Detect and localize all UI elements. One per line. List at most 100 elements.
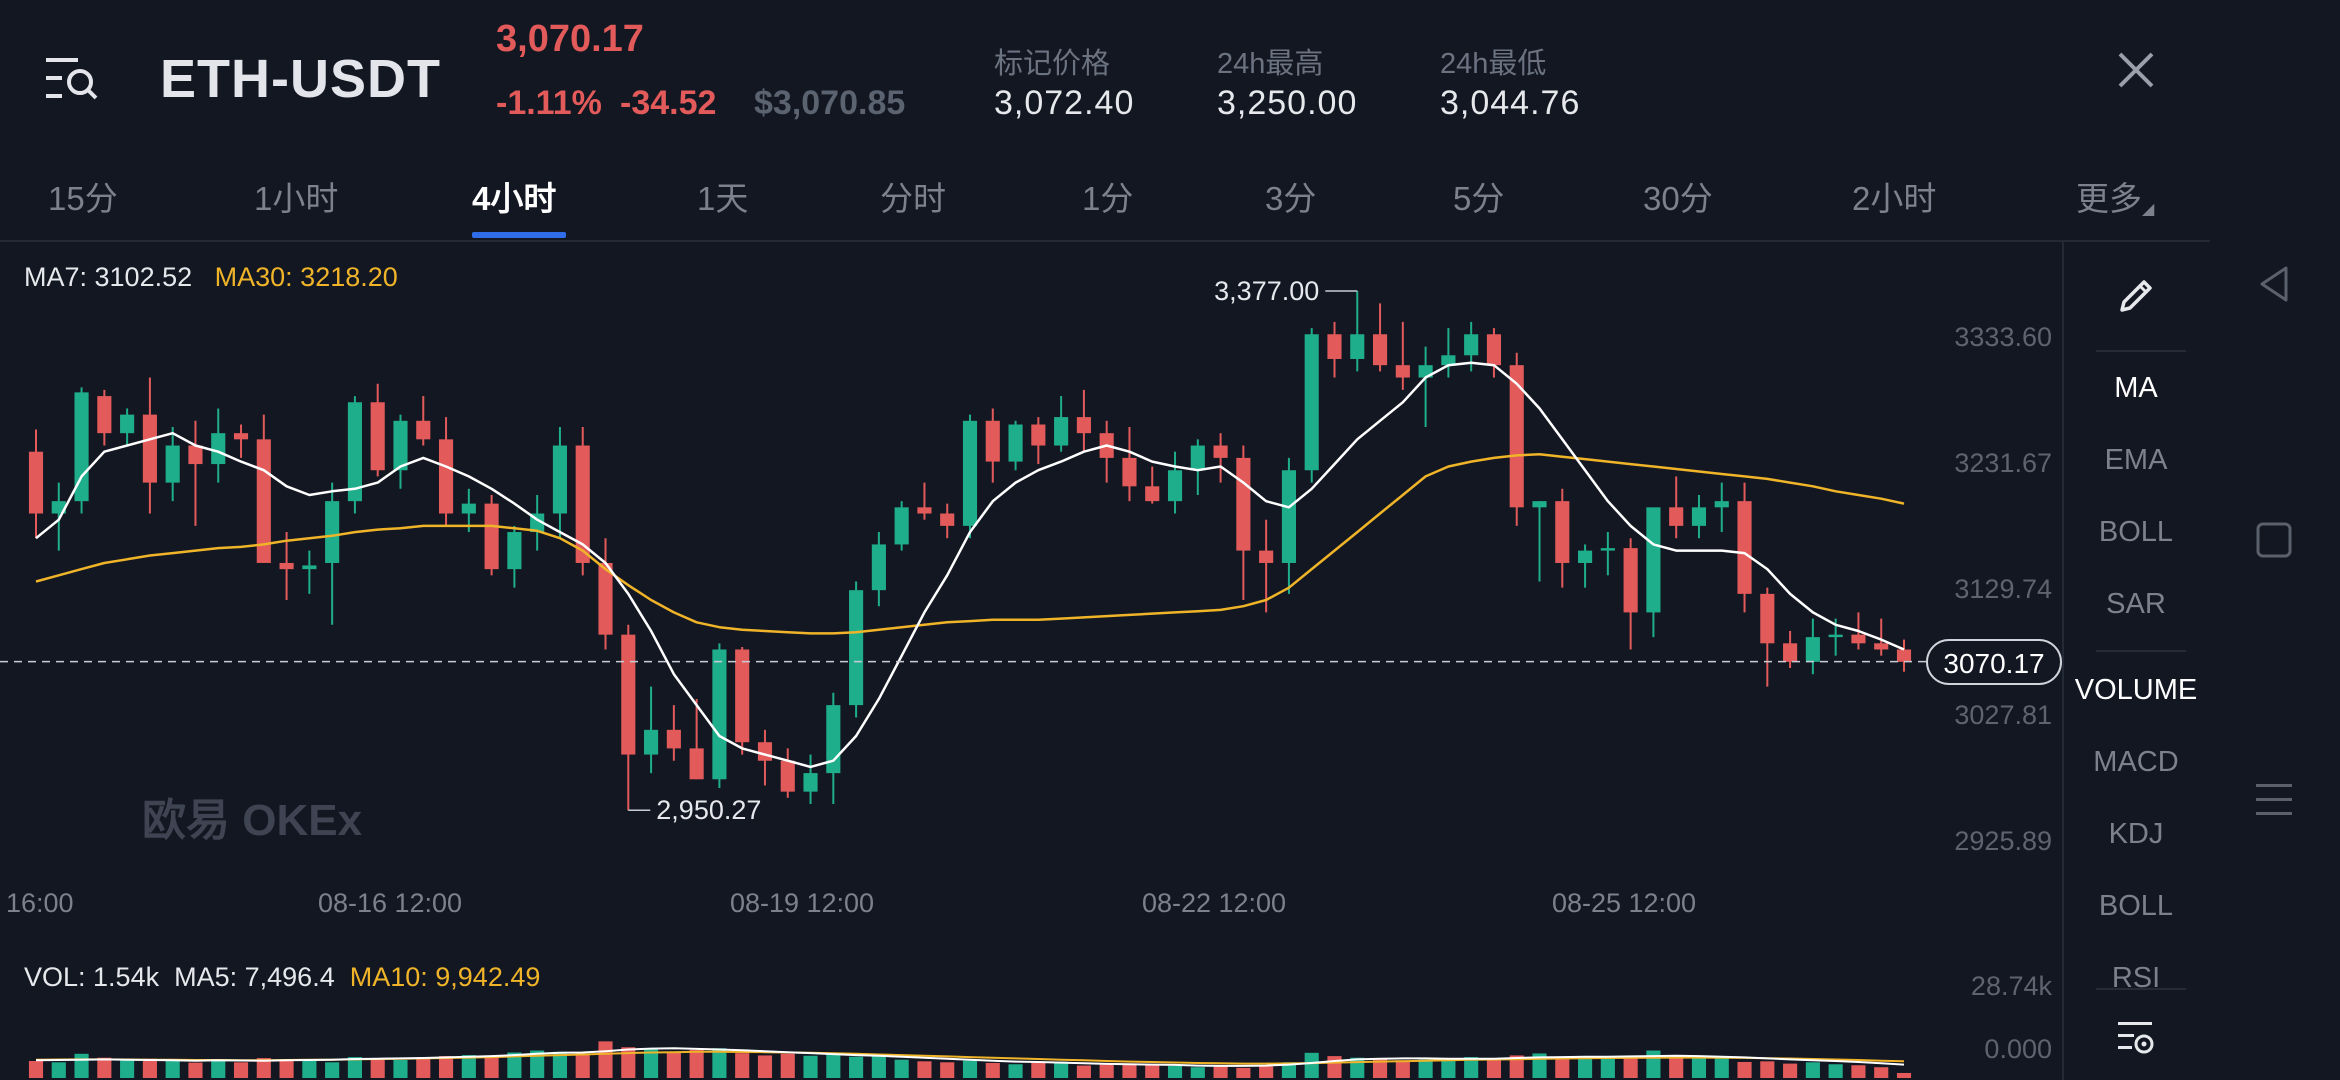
volume-bar (1623, 1058, 1638, 1078)
volume-bar (826, 1054, 841, 1078)
volume-bar (1486, 1059, 1502, 1078)
volume-bar (279, 1060, 294, 1078)
indicator-boll-main[interactable]: BOLL (2098, 516, 2174, 548)
panel-separator (2096, 988, 2186, 990)
volume-bar (803, 1055, 818, 1078)
low-price-label: 2,950.27 (656, 795, 761, 825)
volume-bar (347, 1057, 362, 1078)
tab-more[interactable]: 更多◢ (2076, 172, 2154, 220)
indicator-settings-icon[interactable] (2114, 1014, 2158, 1058)
tabs-divider (0, 240, 2210, 242)
candle-body (393, 420, 408, 471)
tab-5min[interactable]: 5分 (1453, 180, 1505, 217)
indicator-sar[interactable]: SAR (2106, 588, 2166, 620)
volume-bar (849, 1056, 864, 1078)
volume-bar (1783, 1063, 1798, 1078)
last-price: 3,070.17 (496, 18, 644, 60)
candlestick-chart[interactable]: 3333.60 3231.67 3129.74 3027.81 2925.89 3,377… (0, 242, 2062, 1080)
candle-body (279, 562, 294, 570)
candle-body (416, 420, 431, 440)
tab-3min[interactable]: 3分 (1265, 180, 1317, 217)
candle-body (1805, 637, 1820, 662)
x-axis-tick-label: 08-25 12:00 (1552, 888, 1696, 918)
volume-bar (302, 1060, 317, 1078)
tab-30min[interactable]: 30分 (1643, 180, 1713, 217)
volume-bar (416, 1058, 431, 1078)
hamburger-icon[interactable] (2252, 778, 2296, 822)
volume-bar (1509, 1055, 1524, 1078)
volume-bar (1669, 1056, 1684, 1078)
current-price-tag: 3070.17 (1926, 638, 2062, 685)
candle-body (1350, 334, 1365, 359)
volume-bar (1213, 1066, 1228, 1078)
volume-bar (1874, 1067, 1889, 1078)
candle-body (1213, 445, 1228, 458)
volume-bar (1190, 1067, 1205, 1078)
volume-bar (370, 1059, 385, 1078)
indicator-panel-divider (2062, 242, 2064, 1080)
volume-bar (120, 1060, 135, 1078)
tab-1min[interactable]: 1分 (1082, 180, 1134, 217)
candle-body (598, 562, 613, 635)
panel-separator (2096, 650, 2186, 652)
tab-1day[interactable]: 1天 (697, 180, 749, 217)
candle-body (871, 544, 886, 591)
candle-body (735, 649, 750, 743)
indicator-ema[interactable]: EMA (2104, 444, 2168, 476)
candle-body (1327, 334, 1342, 359)
volume-tick-label: 0.000 (1984, 1034, 2052, 1064)
candle-body (165, 445, 180, 483)
volume-bar (1167, 1065, 1183, 1078)
indicator-boll-sub[interactable]: BOLL (2098, 890, 2174, 922)
indicator-volume[interactable]: VOLUME (2074, 674, 2198, 706)
change-percent: -1.11% (496, 84, 602, 122)
tab-more-label: 更多 (2076, 180, 2142, 217)
candle-body (1578, 550, 1593, 563)
volume-bar (1464, 1057, 1479, 1078)
tab-15min[interactable]: 15分 (48, 180, 118, 217)
volume-bar (211, 1060, 226, 1078)
volume-bar (97, 1057, 112, 1078)
volume-bar (461, 1055, 476, 1078)
menu-search-icon[interactable] (44, 50, 100, 106)
volume-bar (1236, 1067, 1251, 1078)
ma7-legend: MA7: 3102.52 (24, 262, 193, 292)
volume-bar (1578, 1059, 1593, 1078)
dropdown-triangle-icon: ◢ (2142, 201, 2155, 218)
pencil-icon[interactable] (2114, 274, 2158, 318)
candle-body (1896, 649, 1912, 662)
volume-bar (940, 1062, 955, 1078)
tab-1hour[interactable]: 1小时 (254, 180, 339, 217)
volume-bar (1737, 1061, 1752, 1078)
volume-bar (894, 1059, 909, 1078)
tab-timeshare[interactable]: 分时 (880, 180, 946, 217)
volume-bar (1031, 1062, 1046, 1078)
triangle-back-icon[interactable] (2252, 262, 2296, 306)
volume-bar (1760, 1061, 1775, 1078)
tab-2hour[interactable]: 2小时 (1852, 180, 1937, 217)
active-tab-indicator (472, 232, 566, 238)
volume-bar (1008, 1064, 1023, 1078)
indicator-kdj[interactable]: KDJ (2108, 818, 2164, 850)
candle-body (1714, 501, 1729, 508)
indicator-macd[interactable]: MACD (2093, 746, 2179, 778)
volume-bar (1350, 1057, 1365, 1078)
indicator-rsi[interactable]: RSI (2111, 962, 2161, 988)
candle-body (917, 507, 932, 514)
volume-bar (712, 1048, 727, 1078)
volume-bar (1691, 1058, 1707, 1078)
square-home-icon[interactable] (2252, 518, 2296, 562)
ma30-line (35, 452, 1905, 635)
candle-body (1441, 355, 1456, 366)
volume-bar (233, 1062, 249, 1078)
candle-body (985, 420, 1000, 462)
candle-body (1122, 457, 1137, 487)
candle-body (940, 513, 955, 526)
volume-bar (1646, 1050, 1661, 1078)
candle-body (484, 503, 499, 570)
indicator-ma[interactable]: MA (2114, 372, 2158, 404)
candle-body (1828, 634, 1843, 638)
close-icon[interactable] (2116, 50, 2156, 90)
candle-body (1851, 634, 1866, 644)
tab-4hour[interactable]: 4小时 (472, 180, 557, 217)
